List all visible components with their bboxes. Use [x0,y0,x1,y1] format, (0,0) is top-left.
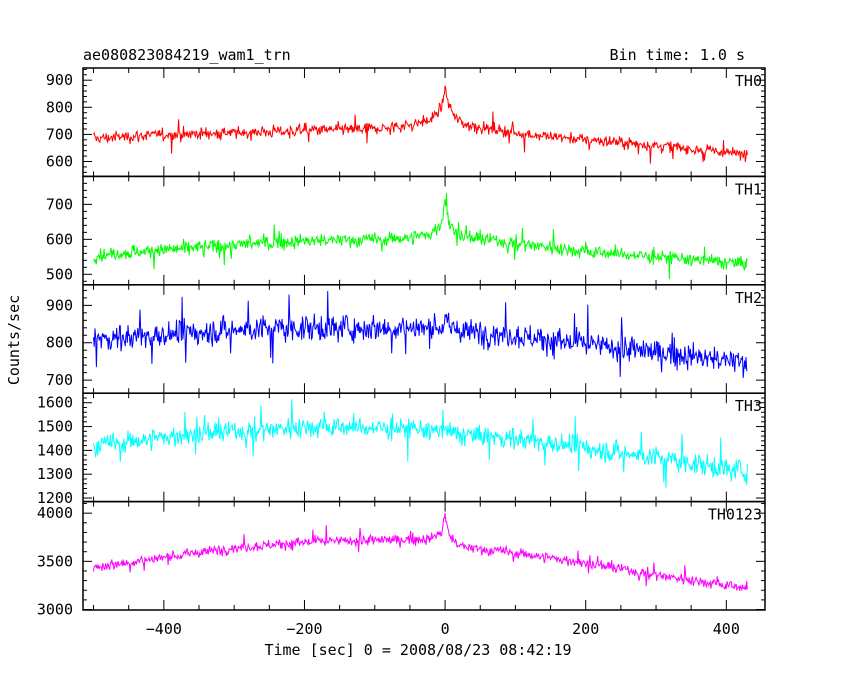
y-tick-label: 500 [46,265,73,283]
panel-stack: 600 700 800 900 TH0 500 600 700 TH1 700 800 900 TH2 1… [37,67,766,619]
x-tick-label: −200 [286,620,322,638]
x-tick-label: −400 [146,620,182,638]
y-tick-label: 1600 [37,394,73,412]
panel-frame [82,175,766,286]
y-tick-label: 3000 [37,601,73,619]
y-tick-label: 800 [46,98,73,116]
y-tick-label: 900 [46,296,73,314]
y-tick-label: 3500 [37,552,73,570]
x-axis: −400 −200 0 200 400 [93,68,740,638]
y-tick-label: 700 [46,371,73,389]
y-tick-label: 700 [46,125,73,143]
y-tick-label: 900 [46,71,73,89]
panel-th0123: 3000 3500 4000 TH0123 [37,500,766,619]
panel-frame [82,500,766,611]
x-tick-label: 400 [713,620,740,638]
y-tick-label: 600 [46,152,73,170]
panel-th3: 1200 1300 1400 1500 1600 TH3 [37,392,766,507]
x-tick-label: 0 [441,620,450,638]
panel-label-th2: TH2 [735,289,762,307]
panel-label-th1: TH1 [735,180,762,198]
panel-label-th3: TH3 [735,397,762,415]
series-line-th0 [93,85,748,164]
series-line-th0123 [93,512,748,592]
x-axis-label: Time [sec] 0 = 2008/08/23 08:42:19 [264,641,571,659]
y-tick-label: 1200 [37,489,73,507]
bin-time-label: Bin time: 1.0 s [610,46,745,64]
panel-th2: 700 800 900 TH2 [46,284,766,394]
x-tick-label: 200 [572,620,599,638]
series-line-th1 [93,192,748,280]
y-axis-label: Counts/sec [5,295,23,385]
y-tick-label: 1500 [37,418,73,436]
figure-title: ae080823084219_wam1_trn [83,46,291,64]
y-tick-label: 1300 [37,465,73,483]
y-tick-label: 600 [46,230,73,248]
panel-label-th0123: TH0123 [708,506,762,524]
panel-th0: 600 700 800 900 TH0 [46,67,766,178]
panel-label-th0: TH0 [735,72,762,90]
y-tick-label: 1400 [37,441,73,459]
y-tick-label: 800 [46,334,73,352]
series-line-th2 [93,290,748,378]
y-tick-label: 700 [46,195,73,213]
panel-th1: 500 600 700 TH1 [46,175,766,286]
series-line-th3 [93,399,748,488]
panel-frame [82,392,766,503]
y-tick-label: 4000 [37,504,73,522]
